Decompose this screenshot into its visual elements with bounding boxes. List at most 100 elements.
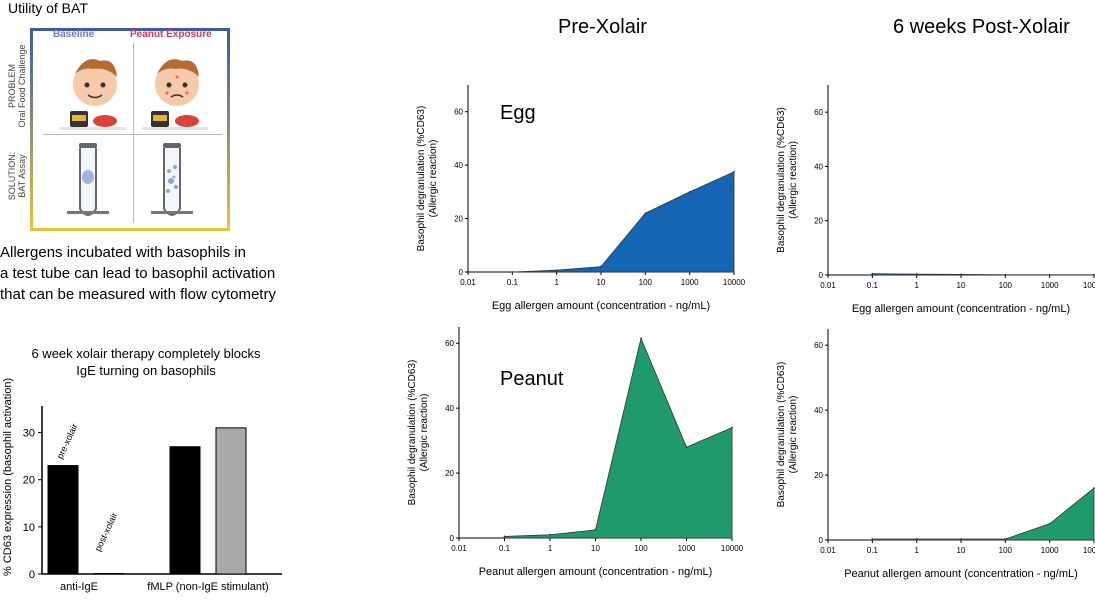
area-y-axis-label-line-1: Basophil degranulation (%CD63) [776, 362, 787, 508]
area-data-point [915, 538, 918, 540]
area-y-axis-label-line-2: (Allergic reaction) [788, 141, 799, 219]
area-y-tick-label: 20 [454, 215, 463, 224]
description-line-1: Allergens incubated with basophils in [0, 244, 246, 261]
area-data-point [1093, 273, 1095, 276]
peanut-post-xolair-chart: 0 20 40 60 0.01 0.1 1 10 100 1000 10000 Peanut alle… [776, 329, 1095, 580]
area-data-point [871, 272, 874, 275]
area-chart-inline-label: Peanut [500, 368, 564, 390]
bar-pre-xolair-1 [169, 446, 201, 575]
area-x-tick-label: 1 [554, 278, 559, 287]
area-y-axis-label-line-2: (Allergic reaction) [428, 140, 439, 218]
bar-post-xolair-1 [215, 427, 247, 575]
grid-divider-vertical [133, 43, 134, 223]
area-y-tick-label: 40 [814, 162, 823, 171]
area-x-tick-label: 0.01 [820, 546, 836, 555]
area-data-point [644, 212, 647, 215]
area-data-point [1093, 487, 1095, 489]
area-y-tick-label: 20 [814, 471, 823, 480]
test-tube-baseline [67, 143, 109, 216]
area-y-tick-label: 40 [445, 404, 454, 413]
area-x-tick-label: 100 [999, 281, 1013, 290]
area-y-tick-label: 20 [445, 469, 454, 478]
area-x-tick-label: 10 [597, 278, 606, 287]
area-y-tick-label: 60 [814, 341, 823, 350]
area-x-tick-label: 1 [914, 546, 919, 555]
area-data-point [731, 426, 733, 429]
area-data-point [1004, 273, 1007, 276]
bar-chart-title-line-1: 6 week xolair therapy completely blocks [31, 346, 261, 361]
egg-post-xolair-chart: 0 20 40 60 0.01 0.1 1 10 100 1000 10000 Egg allerge… [776, 85, 1095, 315]
area-data-point [960, 538, 962, 540]
area-x-tick-label: 0.1 [499, 544, 511, 553]
bar-post-xolair-0 [94, 573, 124, 574]
area-data-point [1004, 538, 1007, 540]
grid-divider-horizontal [43, 134, 223, 135]
area-y-tick-label: 0 [450, 534, 455, 543]
area-x-tick-label: 1000 [1041, 281, 1059, 290]
row-label-solution: SOLUTION: BAT Assay [7, 151, 27, 201]
pre-xolair-title: Pre-Xolair [558, 16, 647, 38]
area-y-tick-label: 60 [814, 108, 823, 117]
area-x-tick-label: 100 [639, 278, 653, 287]
area-y-axis-label-line-2: (Allergic reaction) [788, 396, 799, 474]
area-data-point [511, 271, 514, 273]
area-x-tick-label: 10 [957, 281, 966, 290]
bar-y-tick-label: 30 [23, 428, 35, 440]
area-data-point [960, 273, 962, 276]
bar-category-label: anti-IgE [60, 581, 98, 593]
bar-y-tick-label: 0 [29, 569, 35, 581]
area-x-tick-label: 0.1 [867, 546, 879, 555]
area-y-axis-label-line-1: Basophil degranulation (%CD63) [407, 360, 418, 506]
area-data-point [685, 446, 688, 449]
area-x-tick-label: 10 [591, 544, 600, 553]
area-chart-inline-label: Egg [500, 102, 536, 124]
area-data-point [1048, 273, 1051, 276]
area-y-tick-label: 0 [819, 536, 824, 545]
area-x-axis-label: Egg allergen amount (concentration - ng/… [492, 300, 710, 312]
baby-baseline-illustration [60, 59, 126, 130]
xolair-bar-chart: 6 week xolair therapy completely blocks … [2, 346, 282, 593]
bar-chart-ylabel: % CD63 expression (basophil activation) [2, 378, 14, 576]
pre-xolair-annotation: pre-xolair [55, 422, 80, 460]
area-x-axis-label: Egg allergen amount (concentration - ng/… [852, 303, 1070, 315]
area-data-point [600, 265, 602, 268]
bar-y-tick-label: 20 [23, 475, 35, 487]
area-series-fill [871, 273, 1095, 276]
baby-peanut-illustration [142, 59, 208, 130]
peanut-exposure-column-header: Peanut Exposure [130, 29, 212, 40]
area-x-axis-label: Peanut allergen amount (concentration - … [479, 566, 713, 578]
bar-category-label: fMLP (non-IgE stimulant) [147, 581, 268, 593]
description-line-3: that can be measured with flow cytometry [0, 286, 276, 303]
area-data-point [503, 535, 506, 538]
area-x-tick-label: 0.1 [867, 281, 879, 290]
area-data-point [1048, 522, 1051, 525]
post-xolair-annotation: post-xolair [93, 511, 120, 553]
area-data-point [640, 337, 642, 340]
area-x-tick-label: 10000 [721, 544, 744, 553]
area-y-tick-label: 60 [445, 339, 454, 348]
area-x-tick-label: 0.1 [507, 278, 519, 287]
area-y-tick-label: 20 [814, 217, 823, 226]
area-data-point [915, 273, 918, 276]
area-y-axis-label-line-1: Basophil degranulation (%CD63) [776, 107, 787, 253]
area-x-tick-label: 1000 [681, 278, 699, 287]
area-x-tick-label: 10000 [1083, 281, 1095, 290]
area-x-tick-label: 1000 [1041, 546, 1059, 555]
area-y-tick-label: 40 [454, 161, 463, 170]
area-y-tick-label: 0 [459, 268, 464, 277]
area-data-point [871, 538, 874, 540]
area-data-point [594, 528, 597, 531]
area-x-tick-label: 0.01 [820, 281, 836, 290]
bar-chart-title-line-2: IgE turning on basophils [76, 363, 216, 378]
area-x-tick-label: 0.01 [460, 278, 476, 287]
area-x-tick-label: 10000 [723, 278, 746, 287]
area-y-tick-label: 60 [454, 108, 463, 117]
bar-pre-xolair-0 [47, 465, 79, 575]
area-series-fill [512, 171, 735, 273]
description-text: Allergens incubated with basophils in a … [0, 242, 276, 305]
area-y-tick-label: 40 [814, 406, 823, 415]
infographic-title: Utility of BAT [8, 0, 88, 16]
area-data-point [549, 533, 551, 536]
area-x-tick-label: 100 [634, 544, 648, 553]
area-y-tick-label: 0 [819, 271, 824, 280]
